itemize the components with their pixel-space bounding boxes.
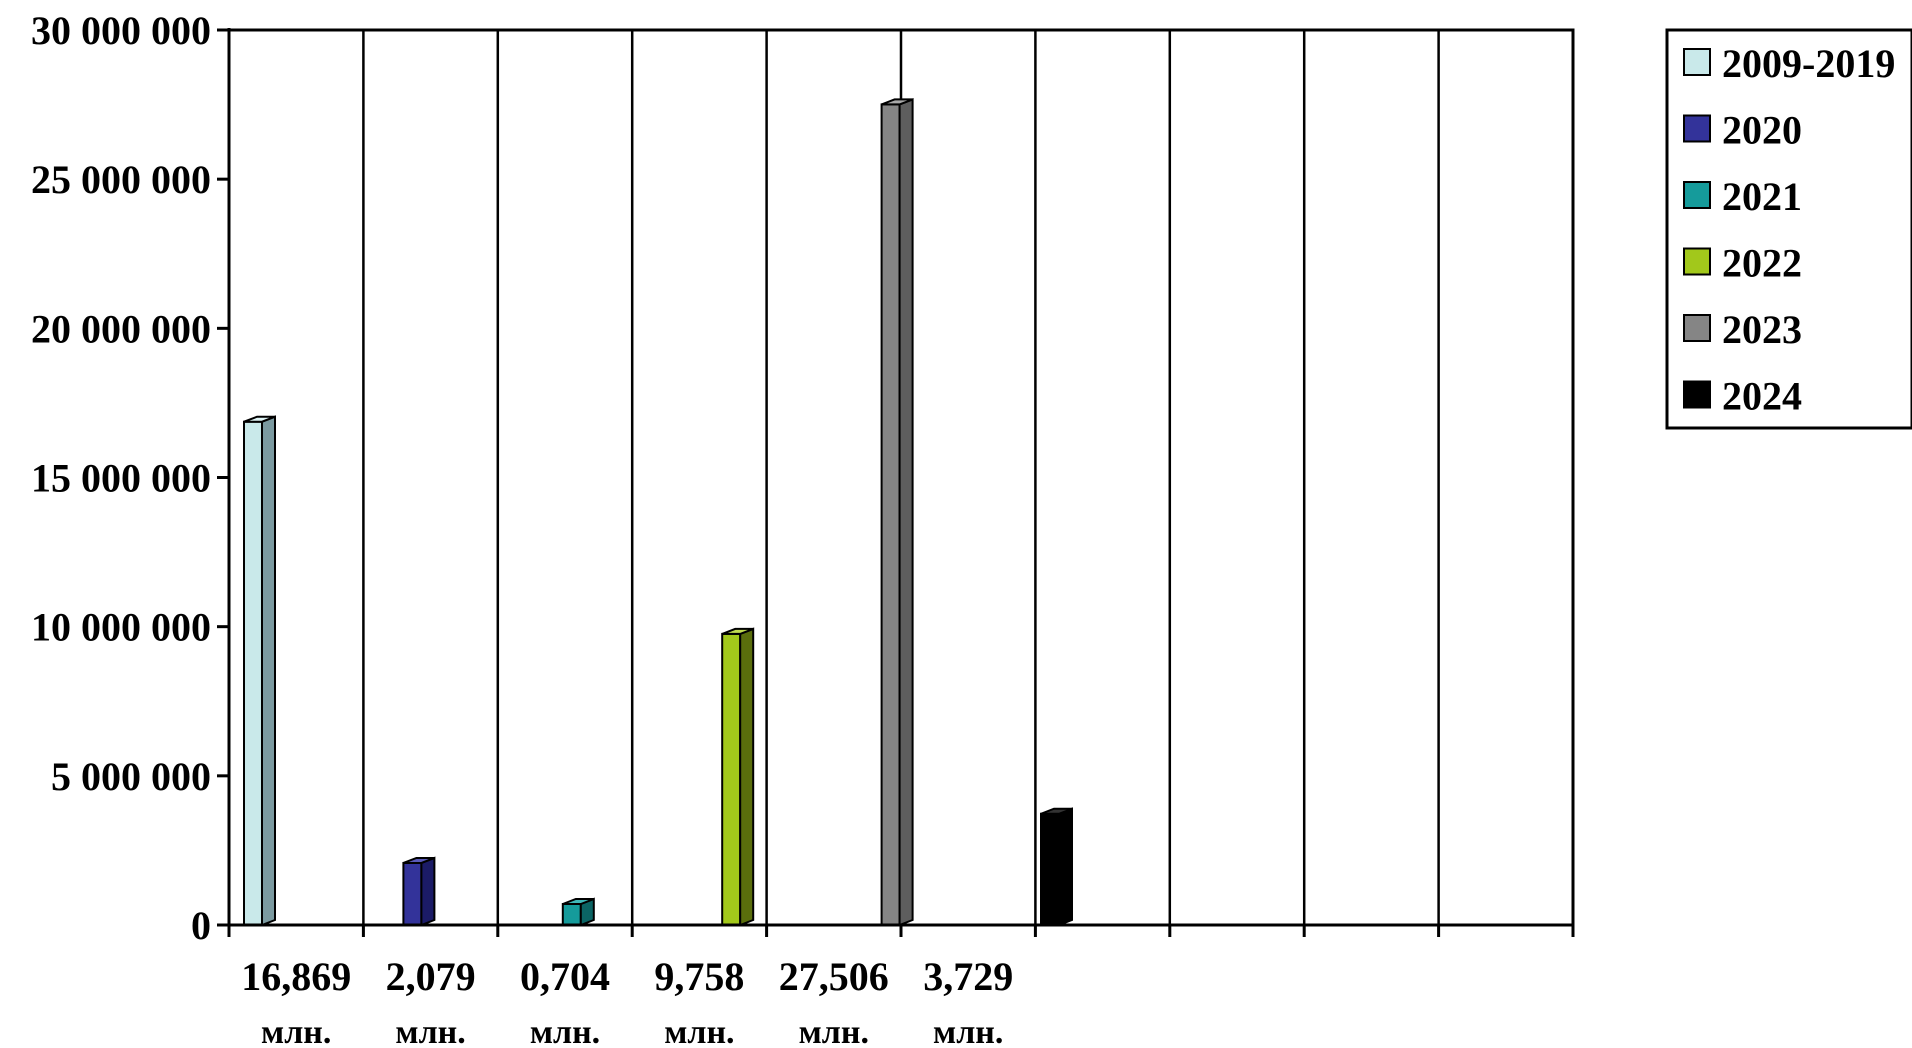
bar-2023	[880, 97, 914, 927]
category-unit-label: млн.	[933, 1014, 1003, 1048]
y-tick-labels: 0 5 000 000 10 000 000 15 000 000 20 000 000…	[31, 8, 211, 948]
bar-front	[721, 632, 742, 927]
category-unit-label: млн.	[261, 1014, 331, 1048]
bar-front	[1040, 812, 1060, 927]
bar-side	[261, 415, 276, 927]
bar-top	[562, 897, 595, 905]
category-unit-label: млн.	[530, 1014, 600, 1048]
bar-2022	[721, 627, 755, 927]
legend-swatch	[1683, 114, 1711, 143]
legend-label: 2009-2019	[1722, 41, 1895, 86]
bar-front	[402, 861, 423, 926]
y-tick-label: 15 000 000	[31, 456, 211, 501]
legend-swatch	[1683, 48, 1711, 76]
bar-front	[880, 103, 901, 926]
y-tick-label: 10 000 000	[31, 605, 211, 650]
bar-top	[881, 98, 913, 106]
legend-swatch	[1683, 314, 1711, 342]
category-unit-label: млн.	[799, 1014, 869, 1048]
category-unit-label: млн.	[395, 1014, 465, 1048]
legend-label: 2022	[1722, 241, 1802, 286]
y-tick-label: 20 000 000	[31, 306, 211, 351]
bar-top	[243, 415, 276, 423]
y-tick-label: 0	[191, 903, 211, 948]
bar-side	[1058, 807, 1073, 927]
bar-side	[898, 97, 914, 927]
axes	[217, 28, 1575, 937]
legend-swatch	[1683, 380, 1711, 409]
bar-top	[403, 856, 435, 864]
category-value-label: 27,506	[779, 954, 889, 999]
y-tick-label: 30 000 000	[31, 8, 211, 53]
y-tick-label: 5 000 000	[51, 754, 211, 799]
bar-top	[1040, 807, 1073, 815]
legend-label: 2021	[1722, 174, 1802, 219]
category-value-label: 16,869	[241, 954, 351, 999]
legend-swatch	[1683, 181, 1711, 209]
category-value-label: 9,758	[654, 954, 744, 999]
legend: 2009-2019 2020 2021 2022 2023 2024	[1665, 28, 1912, 430]
bar-2024	[1040, 807, 1073, 927]
legend-swatch	[1683, 247, 1711, 276]
y-tick-label: 25 000 000	[31, 157, 211, 202]
vertical-gridlines	[362, 30, 1440, 925]
bar-2020	[402, 856, 436, 927]
legend-label: 2023	[1722, 307, 1802, 352]
bar-side	[739, 627, 755, 927]
legend-label: 2024	[1722, 374, 1802, 419]
bar-2009-2019	[243, 415, 276, 927]
x-category-labels: 16,869 млн. 2,079 млн. 0,704 млн. 9,758 млн. 27,…	[241, 954, 1013, 1048]
bar-side	[420, 856, 436, 927]
bar-front	[243, 420, 263, 926]
category-value-label: 2,079	[386, 954, 476, 999]
legend-box	[1665, 28, 1912, 430]
bar-top	[721, 627, 754, 635]
category-unit-label: млн.	[664, 1014, 734, 1048]
category-value-label: 3,729	[923, 954, 1013, 999]
bar-2021	[561, 897, 595, 927]
legend-label: 2020	[1722, 108, 1802, 153]
bar-front	[561, 902, 582, 926]
category-value-label: 0,704	[520, 954, 610, 999]
